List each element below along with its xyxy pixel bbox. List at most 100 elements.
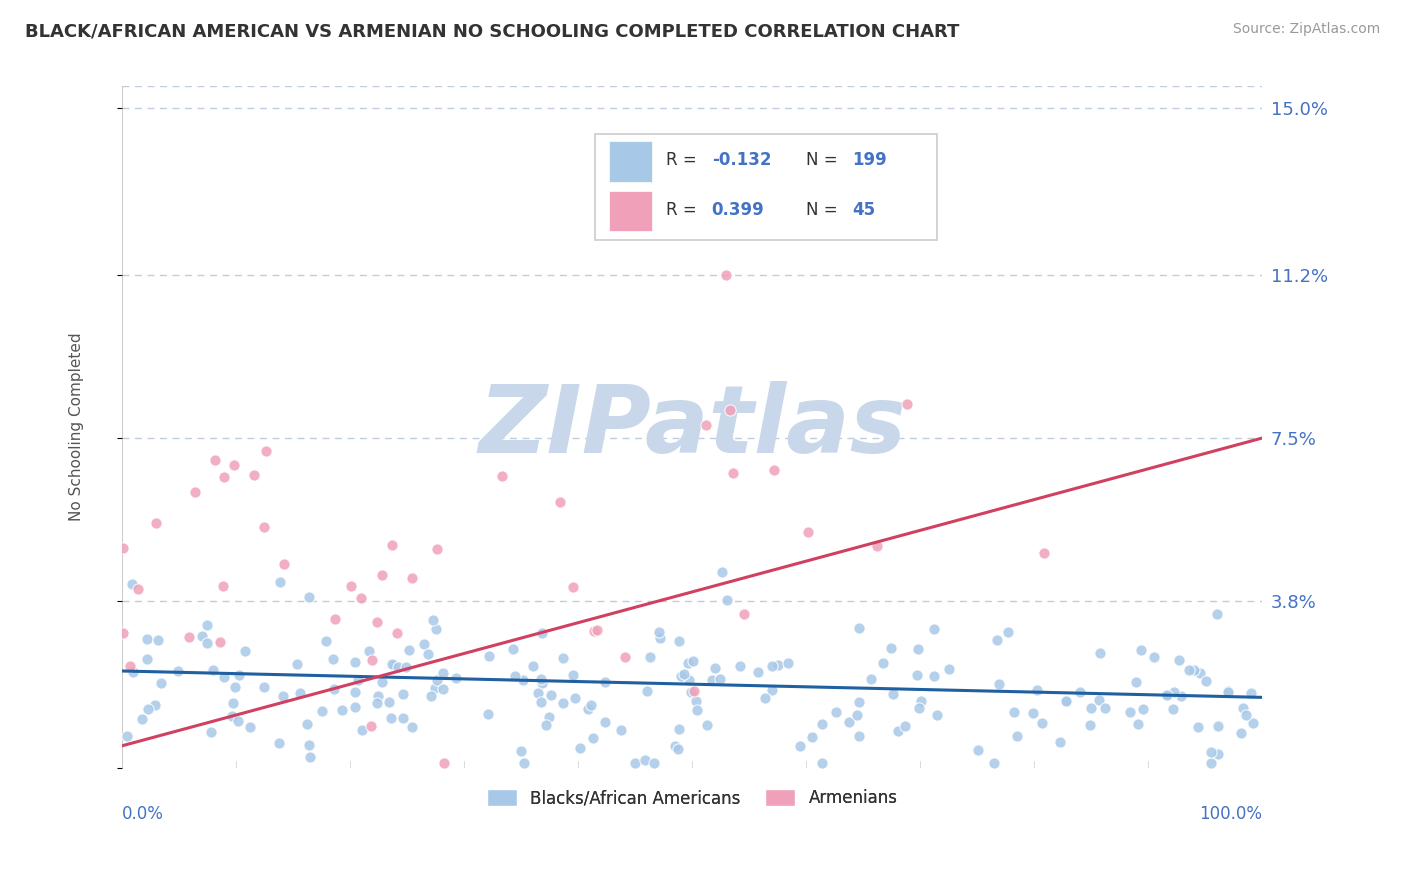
Point xyxy=(966,743,988,757)
Point xyxy=(721,467,744,481)
Point xyxy=(811,756,834,771)
Point xyxy=(1240,686,1263,700)
Point xyxy=(1069,685,1091,699)
Point xyxy=(352,723,374,738)
Point xyxy=(595,715,617,730)
Point xyxy=(323,612,346,626)
Point xyxy=(638,650,661,665)
Point xyxy=(145,516,167,530)
Point xyxy=(1130,643,1153,657)
Point xyxy=(422,613,444,627)
Point xyxy=(233,644,256,658)
Point xyxy=(668,722,690,736)
Point xyxy=(537,710,560,724)
Point xyxy=(609,723,631,737)
Point xyxy=(696,718,718,732)
Point xyxy=(1033,546,1056,560)
Point xyxy=(269,735,291,749)
Point xyxy=(924,669,946,683)
Point xyxy=(432,681,454,696)
Point xyxy=(561,580,583,594)
Point xyxy=(540,688,562,702)
Point xyxy=(271,689,294,703)
Point xyxy=(360,719,382,733)
Point xyxy=(366,696,388,710)
Point xyxy=(285,657,308,671)
Point xyxy=(1234,707,1257,722)
Point xyxy=(208,635,231,649)
Point xyxy=(848,729,870,743)
Point xyxy=(685,693,707,707)
Point xyxy=(136,652,159,666)
Point xyxy=(1216,685,1239,699)
Point xyxy=(127,582,149,597)
Point xyxy=(253,680,276,694)
Point xyxy=(718,403,741,417)
Point xyxy=(433,756,456,771)
Point xyxy=(762,463,785,477)
Point xyxy=(1087,693,1109,707)
Point xyxy=(1161,702,1184,716)
Point xyxy=(112,541,135,555)
Point xyxy=(1232,701,1254,715)
Point xyxy=(1143,650,1166,665)
Point xyxy=(395,660,418,674)
Point xyxy=(330,703,353,717)
Point xyxy=(1132,702,1154,716)
Point xyxy=(221,709,243,723)
Point xyxy=(228,668,250,682)
Point xyxy=(1026,683,1049,698)
Point xyxy=(526,686,548,700)
Point xyxy=(531,625,554,640)
Point xyxy=(212,670,235,684)
Point xyxy=(576,701,599,715)
Point xyxy=(380,657,402,672)
Point xyxy=(382,658,405,673)
Point xyxy=(226,714,249,728)
Point xyxy=(1002,705,1025,719)
Point xyxy=(118,658,141,673)
Point xyxy=(676,656,699,670)
Point xyxy=(905,668,928,682)
Point xyxy=(136,702,159,716)
Point xyxy=(709,672,731,686)
Point xyxy=(214,470,236,484)
Point xyxy=(703,661,725,675)
Point xyxy=(191,629,214,643)
Bar xyxy=(609,142,652,182)
Point xyxy=(866,539,889,553)
Point xyxy=(776,657,799,671)
Point xyxy=(412,637,434,651)
Point xyxy=(361,653,384,667)
Point xyxy=(370,568,392,582)
Point xyxy=(425,681,447,695)
Point xyxy=(243,467,266,482)
Text: No Schooling Completed: No Schooling Completed xyxy=(69,333,84,521)
Point xyxy=(747,665,769,680)
Point xyxy=(200,724,222,739)
Point xyxy=(392,711,415,725)
Point xyxy=(1241,715,1264,730)
Point xyxy=(177,630,200,644)
Point xyxy=(136,632,159,646)
Point xyxy=(273,558,295,572)
Point xyxy=(1170,689,1192,703)
Point xyxy=(666,742,689,756)
Point xyxy=(761,682,783,697)
Point xyxy=(1205,607,1227,621)
Point xyxy=(1195,673,1218,688)
Point xyxy=(529,672,551,686)
Text: BLACK/AFRICAN AMERICAN VS ARMENIAN NO SCHOOLING COMPLETED CORRELATION CHART: BLACK/AFRICAN AMERICAN VS ARMENIAN NO SC… xyxy=(25,22,960,40)
Point xyxy=(378,695,401,709)
Point xyxy=(728,659,751,673)
Point xyxy=(298,739,321,753)
Point xyxy=(195,617,218,632)
Point xyxy=(1230,725,1253,739)
Point xyxy=(477,707,499,722)
Point xyxy=(553,696,575,710)
Point xyxy=(222,458,245,473)
Point xyxy=(149,675,172,690)
Point xyxy=(907,701,929,715)
Point xyxy=(754,690,776,705)
Point xyxy=(380,711,402,725)
